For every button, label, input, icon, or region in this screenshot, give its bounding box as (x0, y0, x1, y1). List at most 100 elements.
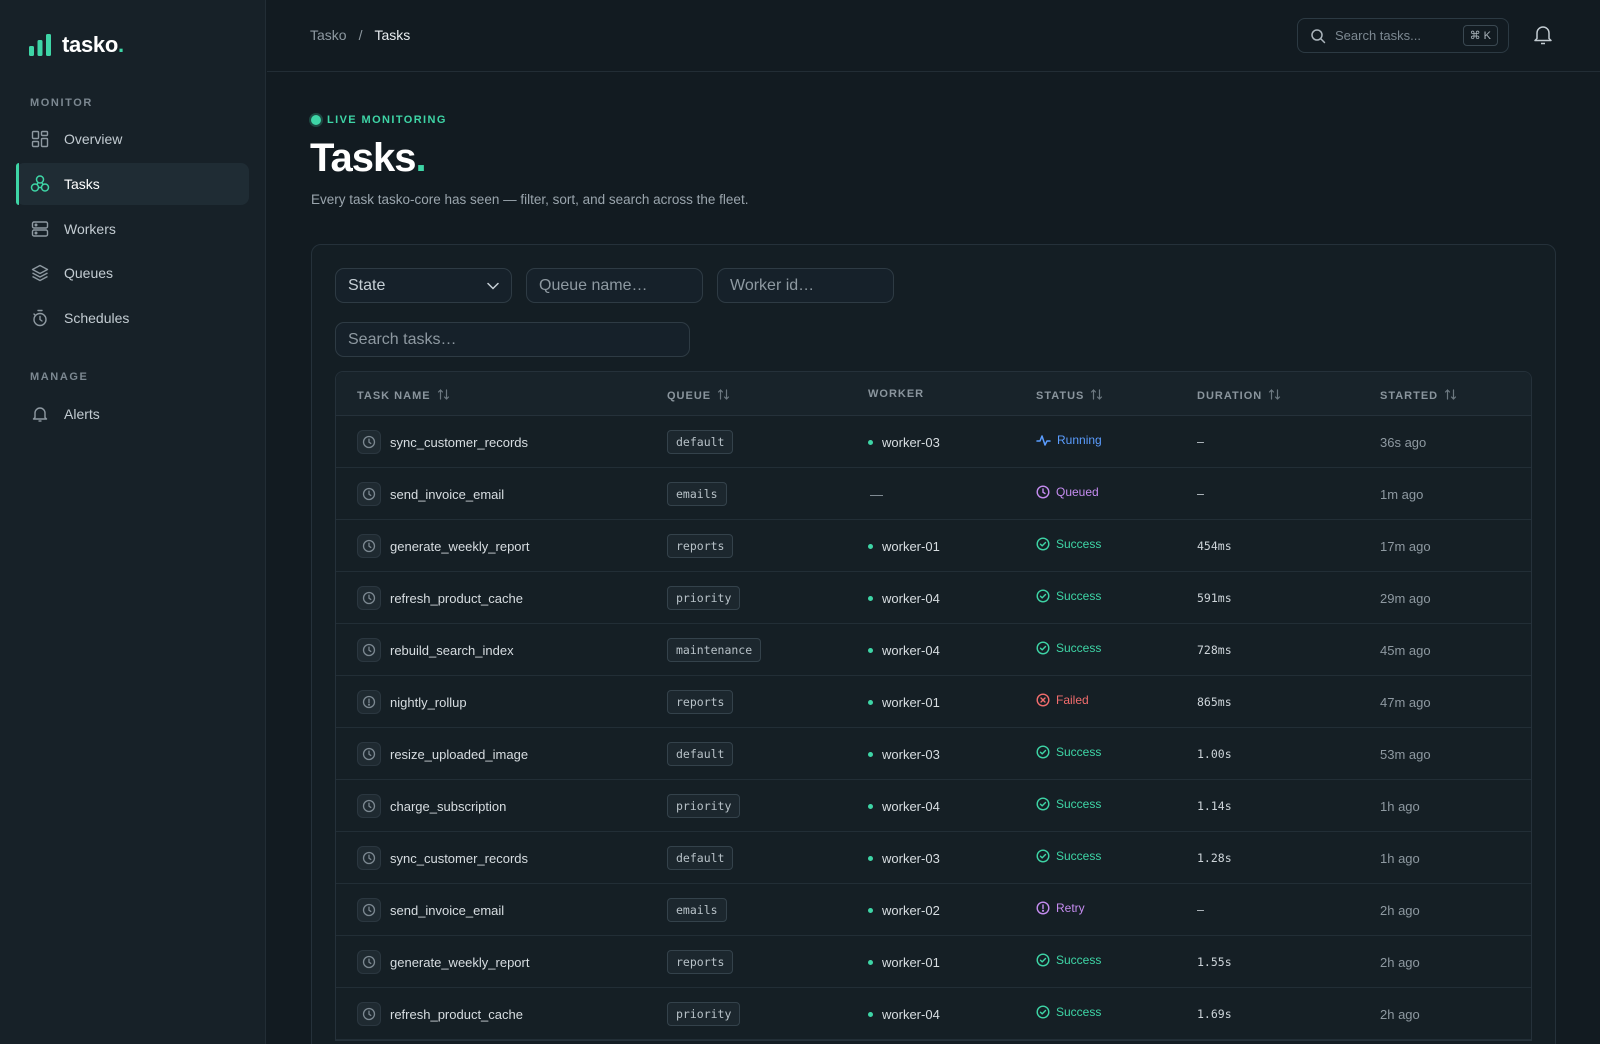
queue-tag[interactable]: reports (667, 950, 734, 974)
queue-tag[interactable]: reports (667, 534, 734, 558)
duration-value: 1.69s (1197, 1007, 1232, 1021)
worker-cell: worker-01 (868, 936, 940, 988)
table-row[interactable]: generate_weekly_report reports worker-01 Su… (336, 520, 1531, 572)
table-row[interactable]: rebuild_search_index maintenance worker-04… (336, 624, 1531, 676)
queue-filter-input[interactable]: Queue name… (526, 268, 703, 303)
status-badge: Running (1036, 433, 1102, 448)
sidebar-item-queues[interactable]: Queues (16, 252, 249, 294)
column-header-task-name[interactable]: TASK NAME (357, 388, 450, 404)
queue-tag[interactable]: priority (667, 1002, 741, 1026)
duration-value: 454ms (1197, 539, 1232, 553)
sidebar-item-schedules[interactable]: Schedules (16, 297, 249, 339)
grid-icon (30, 129, 50, 149)
sort-icon[interactable] (1444, 388, 1457, 404)
column-header-queue[interactable]: QUEUE (667, 388, 730, 404)
task-name[interactable]: sync_customer_records (390, 434, 528, 450)
queue-cell: reports (667, 676, 734, 728)
worker-id: — (870, 486, 883, 502)
alert-circle-icon (1036, 901, 1050, 915)
breadcrumb-separator: / (358, 27, 363, 43)
worker-id[interactable]: worker-04 (882, 642, 940, 658)
worker-id[interactable]: worker-04 (882, 798, 940, 814)
worker-id[interactable]: worker-01 (882, 538, 940, 554)
table-row[interactable]: send_invoice_email emails — Queued – 1m ago (336, 468, 1531, 520)
sidebar-item-overview[interactable]: Overview (16, 118, 249, 160)
column-header-duration[interactable]: DURATION (1197, 388, 1281, 404)
worker-id[interactable]: worker-03 (882, 746, 940, 762)
status-label: Success (1056, 953, 1102, 967)
table-row[interactable]: sync_customer_records default worker-03 Run… (336, 416, 1531, 468)
section-label-manage: MANAGE (30, 371, 89, 383)
column-header-started[interactable]: STARTED (1380, 388, 1457, 404)
started-value: 45m ago (1380, 642, 1431, 658)
table-row[interactable]: charge_subscription priority worker-04 Succ… (336, 780, 1531, 832)
worker-cell: worker-03 (868, 416, 940, 468)
worker-filter-input[interactable]: Worker id… (717, 268, 894, 303)
table-row[interactable]: sync_customer_records default worker-03 Suc… (336, 832, 1531, 884)
queue-tag[interactable]: priority (667, 586, 741, 610)
worker-status-dot (868, 751, 873, 757)
worker-id[interactable]: worker-04 (882, 1006, 940, 1022)
table-row[interactable]: nightly_rollup reports worker-01 Failed 865m… (336, 676, 1531, 728)
check-circle-icon (1036, 849, 1050, 863)
global-search-input[interactable]: Search tasks... ⌘ K (1297, 18, 1509, 53)
queue-tag[interactable]: maintenance (667, 638, 762, 662)
queue-tag[interactable]: emails (667, 482, 727, 506)
task-name[interactable]: sync_customer_records (390, 850, 528, 866)
brand-name: tasko (62, 32, 118, 57)
worker-id[interactable]: worker-01 (882, 694, 940, 710)
sort-icon[interactable] (1090, 388, 1103, 404)
queue-tag[interactable]: default (667, 742, 734, 766)
notifications-button[interactable] (1533, 24, 1553, 51)
queue-tag[interactable]: default (667, 846, 734, 870)
duration-value: 1.28s (1197, 851, 1232, 865)
sidebar-item-workers[interactable]: Workers (16, 208, 249, 250)
breadcrumb-item-root[interactable]: Tasko (310, 27, 347, 43)
started-value: 1h ago (1380, 850, 1420, 866)
table-row[interactable]: refresh_product_cache priority worker-04 Su… (336, 572, 1531, 624)
table-row[interactable]: resize_uploaded_image default worker-03 Suc… (336, 728, 1531, 780)
clock-icon (357, 534, 381, 558)
clock-icon (357, 586, 381, 610)
table-row[interactable]: refresh_product_cache priority worker-04 Su… (336, 988, 1531, 1040)
duration-cell: 1.28s (1197, 832, 1232, 884)
search-icon (1311, 28, 1326, 43)
duration-value: 728ms (1197, 643, 1232, 657)
task-name[interactable]: generate_weekly_report (390, 538, 530, 554)
queue-tag[interactable]: priority (667, 794, 741, 818)
sidebar-item-tasks[interactable]: Tasks (16, 163, 249, 205)
task-search-input[interactable]: Search tasks… (335, 322, 690, 357)
sort-icon[interactable] (1268, 388, 1281, 404)
sort-icon[interactable] (717, 388, 730, 404)
queue-tag[interactable]: reports (667, 690, 734, 714)
worker-id[interactable]: worker-01 (882, 954, 940, 970)
queue-tag[interactable]: default (667, 430, 734, 454)
section-label-monitor: MONITOR (30, 97, 93, 109)
task-name[interactable]: generate_weekly_report (390, 954, 530, 970)
started-value: 47m ago (1380, 694, 1431, 710)
sort-icon[interactable] (437, 388, 450, 404)
task-name[interactable]: nightly_rollup (390, 694, 467, 710)
task-name[interactable]: charge_subscription (390, 798, 507, 814)
status-cell: Success (1036, 936, 1101, 988)
queue-tag[interactable]: emails (667, 898, 727, 922)
worker-id[interactable]: worker-02 (882, 902, 940, 918)
started-cell: 2h ago (1380, 936, 1420, 988)
table-row[interactable]: send_invoice_email emails worker-02 Retry – 2… (336, 884, 1531, 936)
task-name[interactable]: refresh_product_cache (390, 1006, 523, 1022)
sidebar-item-alerts[interactable]: Alerts (16, 393, 249, 435)
check-circle-icon (1036, 1005, 1050, 1019)
task-name[interactable]: send_invoice_email (390, 902, 505, 918)
task-name[interactable]: resize_uploaded_image (390, 746, 529, 762)
worker-id[interactable]: worker-03 (882, 434, 940, 450)
column-header-status[interactable]: STATUS (1036, 388, 1103, 404)
table-row[interactable]: generate_weekly_report reports worker-01 Su… (336, 936, 1531, 988)
task-name[interactable]: refresh_product_cache (390, 590, 523, 606)
worker-status-dot (868, 595, 873, 601)
worker-id[interactable]: worker-04 (882, 590, 940, 606)
state-filter-select[interactable]: State (335, 268, 512, 303)
worker-id[interactable]: worker-03 (882, 850, 940, 866)
task-name[interactable]: rebuild_search_index (390, 642, 514, 658)
logo[interactable]: tasko. (28, 32, 124, 58)
task-name[interactable]: send_invoice_email (390, 486, 505, 502)
